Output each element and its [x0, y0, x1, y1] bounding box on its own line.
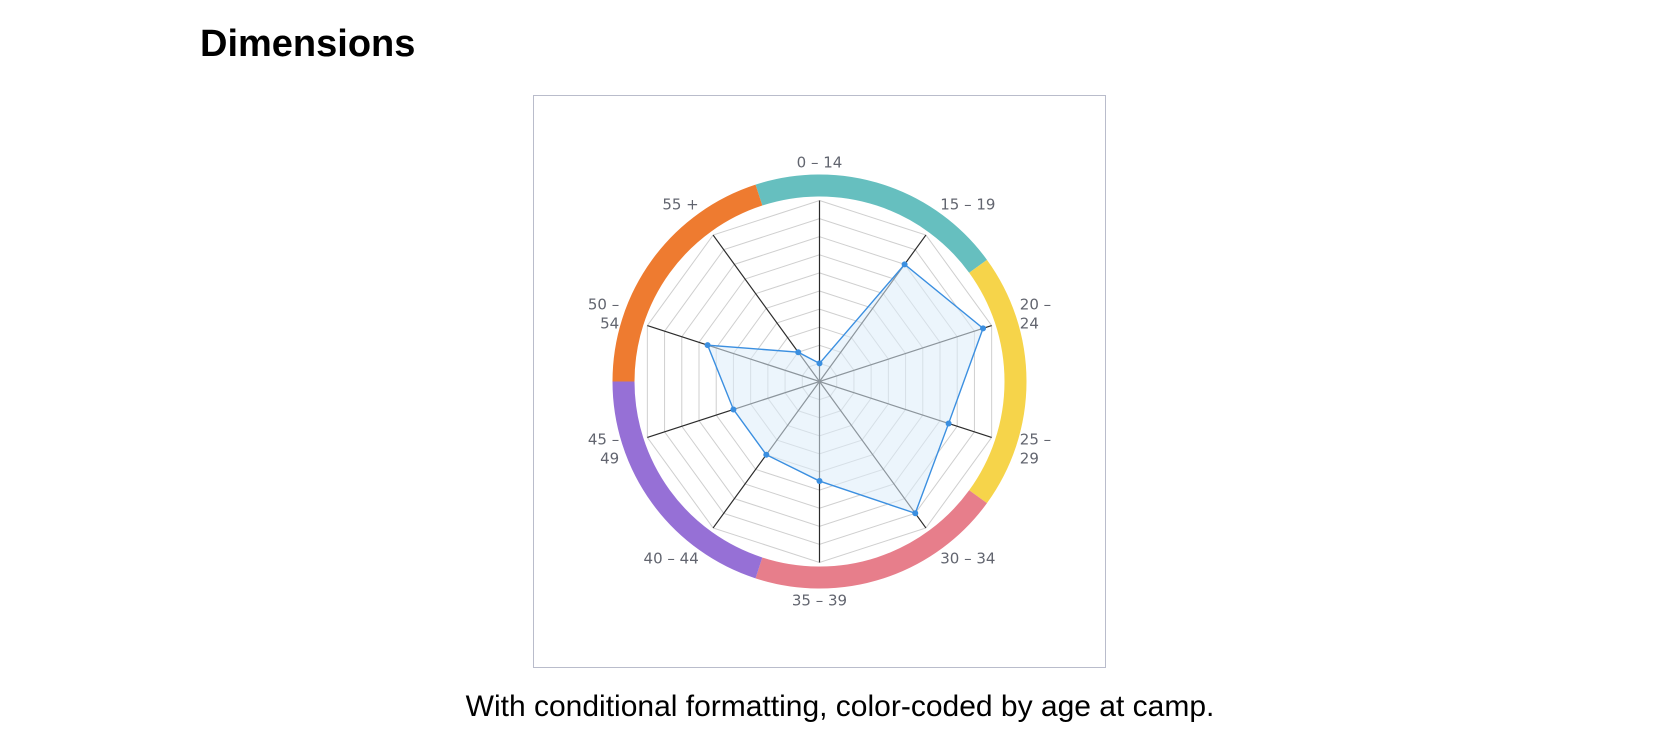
data-point-9	[704, 342, 711, 349]
axis-label-2: 15 – 19	[940, 195, 995, 213]
axis-label-line: 54	[600, 314, 619, 332]
axis-label-line: 40 – 44	[644, 550, 699, 568]
data-point-10	[795, 349, 802, 356]
axis-label-line: 35 – 39	[792, 592, 847, 610]
axis-label-9: 50 –54	[588, 295, 619, 332]
data-point-6	[816, 478, 823, 485]
axis-label-4: 25 –29	[1020, 431, 1051, 468]
ring-segment-3	[755, 490, 987, 589]
page-title: Dimensions	[200, 23, 416, 65]
axis-label-5: 30 – 34	[940, 550, 995, 568]
data-point-5	[912, 510, 919, 517]
ring-segment-2	[969, 259, 1027, 504]
axis-label-8: 45 –49	[588, 431, 619, 468]
data-point-4	[945, 420, 952, 427]
data-point-7	[763, 451, 770, 458]
axis-label-10: 55 +	[662, 195, 698, 213]
axis-label-6: 35 – 39	[792, 592, 847, 610]
ring-segment-4	[612, 381, 763, 579]
data-point-1	[816, 360, 823, 367]
radar-chart: 0 – 14 15 – 19 20 –24 25 –29 30 – 34 35 – 39 4…	[588, 154, 1051, 610]
data-point-8	[730, 406, 737, 413]
data-point-2	[901, 261, 908, 268]
chart-caption: With conditional formatting, color-coded…	[465, 690, 1215, 723]
axis-label-1: 0 – 14	[797, 154, 843, 172]
axis-label-line: 25 –	[1020, 431, 1051, 449]
ring-segment-5	[612, 184, 763, 382]
axis-label-line: 45 –	[588, 431, 619, 449]
chart-frame: 0 – 14 15 – 19 20 –24 25 –29 30 – 34 35 – 39 4…	[533, 95, 1106, 668]
series-area-1	[706, 263, 984, 515]
axis-label-line: 30 – 34	[940, 550, 995, 568]
axis-label-line: 49	[600, 450, 619, 468]
axis-label-line: 50 –	[588, 295, 619, 313]
axis-label-line: 0 – 14	[797, 154, 843, 172]
ring-segment-1	[755, 174, 987, 273]
data-point-3	[980, 325, 987, 332]
axis-label-7: 40 – 44	[644, 550, 699, 568]
axis-label-line: 29	[1020, 450, 1039, 468]
radar-series	[704, 261, 987, 517]
axis-label-line: 20 –	[1020, 295, 1051, 313]
color-ring	[612, 174, 1027, 589]
axis-labels: 0 – 14 15 – 19 20 –24 25 –29 30 – 34 35 – 39 4…	[588, 154, 1051, 610]
axis-label-line: 55 +	[662, 195, 698, 213]
axis-label-line: 15 – 19	[940, 195, 995, 213]
axis-label-line: 24	[1020, 314, 1039, 332]
axis-label-3: 20 –24	[1020, 295, 1051, 332]
